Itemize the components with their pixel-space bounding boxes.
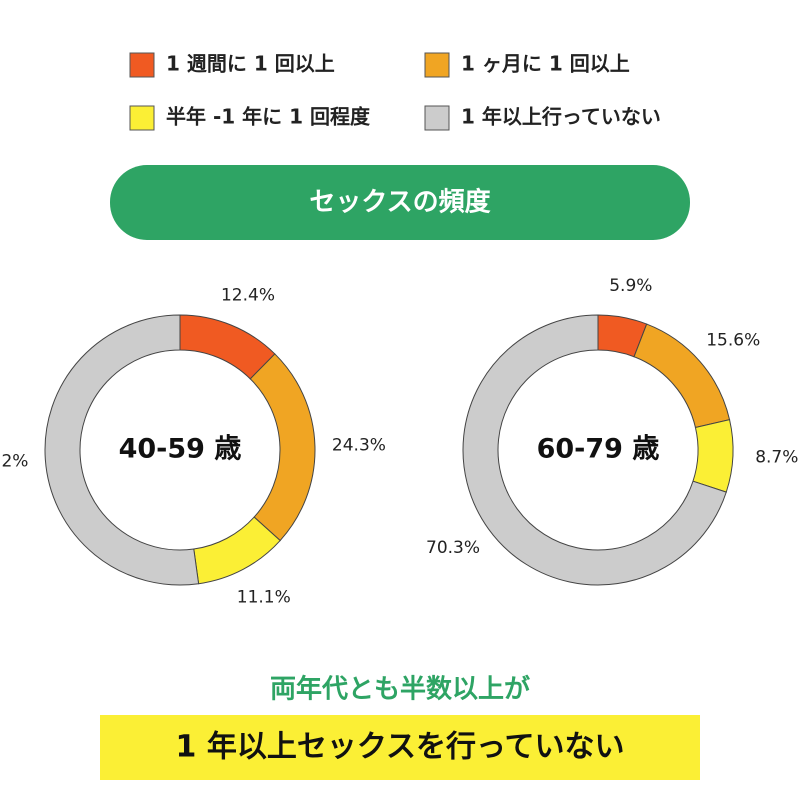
legend-swatch [129, 52, 155, 78]
donut-slice [462, 314, 727, 586]
banner-bg [110, 165, 690, 240]
value-label: 8.7% [755, 448, 798, 468]
center-label: 40-59 歳 [119, 434, 242, 465]
footer-line1: 両年代とも半数以上が [270, 674, 530, 705]
value-label: 5.9% [609, 276, 652, 296]
legend-label: 1 週間に 1 回以上 [166, 52, 335, 76]
value-label: 11.1% [237, 588, 291, 608]
banner-title: セックスの頻度 [309, 187, 490, 218]
value-label: 12.4% [221, 286, 275, 306]
legend-label: 半年 -1 年に 1 回程度 [166, 105, 371, 129]
value-label: 15.6% [706, 331, 760, 351]
donut-slice [44, 314, 200, 586]
footer-line2: 1 年以上セックスを行っていない [176, 730, 625, 765]
legend-swatch [129, 105, 155, 131]
donut-slice [249, 353, 316, 542]
value-label: 70.3% [426, 538, 480, 558]
legend-label: 1 ヶ月に 1 回以上 [461, 52, 630, 76]
legend-swatch [424, 105, 450, 131]
legend-label: 1 年以上行っていない [461, 105, 661, 129]
center-label: 60-79 歳 [537, 434, 660, 465]
legend-swatch [424, 52, 450, 78]
footer-highlight [100, 715, 700, 780]
value-label: 24.3% [332, 435, 386, 455]
donut-slice [692, 419, 734, 493]
value-label: 52.2% [0, 452, 28, 472]
